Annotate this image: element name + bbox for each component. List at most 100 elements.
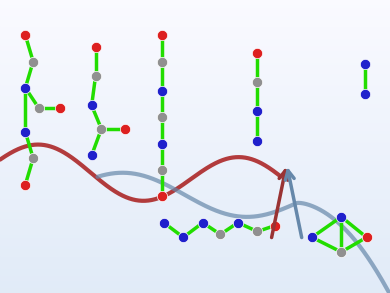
Point (98, 127, 105, 131)
Point (362, 91, 368, 96)
Point (22, 33, 28, 38)
Point (92, 74, 99, 79)
Bar (0, 252, 390, 253)
Bar (0, 23, 390, 25)
Bar (0, 284, 390, 286)
Point (30, 156, 36, 161)
Bar (0, 45, 390, 47)
Point (254, 138, 261, 143)
Bar (0, 72, 390, 73)
Bar (0, 104, 390, 105)
Bar (0, 56, 390, 57)
Bar (0, 117, 390, 119)
Bar (0, 86, 390, 88)
Bar (0, 289, 390, 290)
Bar (0, 97, 390, 98)
Bar (0, 42, 390, 44)
Bar (0, 199, 390, 201)
Bar (0, 28, 390, 29)
Bar (0, 127, 390, 129)
Bar (0, 209, 390, 211)
Bar (0, 7, 390, 9)
Bar (0, 92, 390, 94)
Point (180, 235, 186, 240)
Bar (0, 130, 390, 132)
Bar (0, 60, 390, 62)
Bar (0, 145, 390, 146)
Point (159, 59, 165, 64)
Bar (0, 237, 390, 239)
Bar (0, 190, 390, 192)
Point (89, 153, 95, 158)
Bar (0, 173, 390, 174)
Bar (0, 51, 390, 53)
Bar (0, 69, 390, 70)
Bar (0, 192, 390, 193)
Bar (0, 94, 390, 95)
Bar (0, 256, 390, 258)
Bar (0, 114, 390, 116)
Bar (0, 40, 390, 41)
Bar (0, 176, 390, 177)
Bar (0, 205, 390, 207)
Bar (0, 111, 390, 113)
Bar (0, 78, 390, 79)
Bar (0, 242, 390, 243)
Bar (0, 13, 390, 15)
Bar (0, 264, 390, 265)
Bar (0, 234, 390, 236)
Bar (0, 290, 390, 292)
Point (22, 86, 28, 90)
Bar (0, 47, 390, 48)
Bar (0, 274, 390, 275)
Bar (0, 76, 390, 78)
Bar (0, 236, 390, 237)
Bar (0, 100, 390, 101)
Point (159, 194, 165, 199)
Bar (0, 95, 390, 97)
Bar (0, 267, 390, 268)
Bar (0, 110, 390, 111)
Point (254, 50, 261, 55)
Bar (0, 249, 390, 251)
Bar (0, 218, 390, 220)
Bar (0, 89, 390, 91)
Point (159, 141, 165, 146)
Bar (0, 133, 390, 135)
Bar (0, 139, 390, 141)
Bar (0, 258, 390, 259)
Point (57, 106, 64, 111)
Bar (0, 122, 390, 123)
Bar (0, 230, 390, 231)
Bar (0, 246, 390, 248)
Bar (0, 275, 390, 277)
Bar (0, 233, 390, 234)
Bar (0, 166, 390, 167)
Bar (0, 152, 390, 154)
Bar (0, 132, 390, 133)
Bar (0, 41, 390, 42)
Bar (0, 16, 390, 18)
Bar (0, 245, 390, 246)
Point (159, 33, 165, 38)
Point (159, 88, 165, 93)
Bar (0, 226, 390, 227)
Bar (0, 62, 390, 63)
Point (161, 220, 167, 225)
Bar (0, 188, 390, 189)
Bar (0, 31, 390, 32)
Bar (0, 180, 390, 182)
Bar (0, 85, 390, 86)
Bar (0, 189, 390, 190)
Bar (0, 227, 390, 229)
Bar (0, 281, 390, 283)
Bar (0, 91, 390, 92)
Bar (0, 73, 390, 75)
Bar (0, 119, 390, 120)
Bar (0, 113, 390, 114)
Bar (0, 265, 390, 267)
Bar (0, 88, 390, 89)
Bar (0, 26, 390, 28)
Bar (0, 107, 390, 108)
Bar (0, 37, 390, 38)
